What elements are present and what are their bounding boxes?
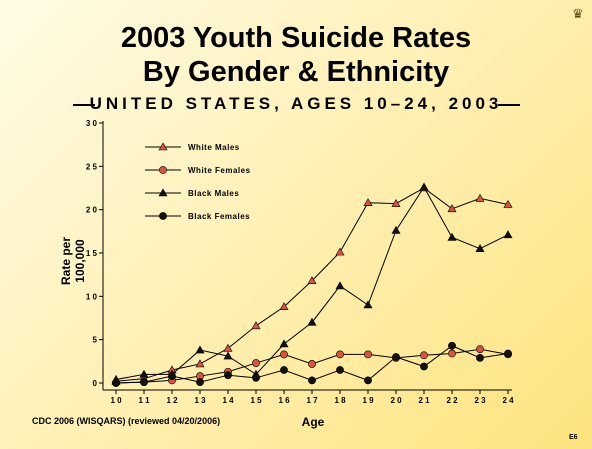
y-axis-label-line-2: 100,000 bbox=[73, 239, 87, 283]
crown-icon: ♛ bbox=[572, 6, 584, 21]
data-point bbox=[363, 300, 373, 309]
data-point bbox=[363, 198, 373, 207]
legend-label: Black Females bbox=[188, 212, 250, 221]
data-point bbox=[335, 281, 345, 290]
data-point bbox=[140, 378, 148, 387]
data-point bbox=[224, 371, 232, 380]
subtitle-rule-right bbox=[498, 104, 520, 106]
data-point bbox=[448, 341, 456, 350]
data-point bbox=[279, 302, 289, 311]
data-point bbox=[364, 376, 372, 385]
legend-marker bbox=[159, 212, 167, 220]
data-point bbox=[112, 379, 120, 387]
slide-subtitle: UNITED STATES, AGES 10–24, 2003 bbox=[89, 94, 503, 113]
data-point bbox=[336, 350, 344, 359]
data-point bbox=[279, 339, 289, 348]
legend-marker bbox=[158, 188, 168, 197]
x-tick-label: 2 3 bbox=[474, 396, 486, 405]
data-point bbox=[251, 321, 261, 330]
data-point bbox=[448, 349, 456, 358]
chart-axes: 0 5 1 0 1 5 2 0 2 5 3 0 1 0 1 1 1 2 1 3 1 4 1 5 1 6 1 … bbox=[86, 119, 514, 405]
legend-label: Black Males bbox=[188, 189, 239, 198]
data-point bbox=[476, 353, 484, 362]
data-point bbox=[392, 353, 400, 361]
x-tick-label: 1 0 bbox=[110, 396, 122, 405]
x-tick-label: 2 2 bbox=[446, 396, 458, 405]
slide-number: E6 bbox=[569, 434, 578, 441]
data-point bbox=[336, 366, 344, 374]
data-point bbox=[196, 378, 204, 387]
data-point bbox=[419, 182, 429, 191]
series-black-males bbox=[111, 182, 513, 383]
data-point bbox=[252, 359, 260, 367]
data-point bbox=[391, 198, 401, 207]
x-tick-label: 2 4 bbox=[502, 396, 514, 405]
data-point bbox=[420, 351, 428, 360]
x-tick-label: 1 5 bbox=[250, 396, 262, 405]
data-point bbox=[475, 193, 485, 202]
subtitle-rule-left bbox=[73, 104, 95, 106]
data-point bbox=[308, 360, 316, 368]
legend-item: Black Males bbox=[145, 188, 239, 198]
y-tick-label: 1 5 bbox=[86, 249, 98, 258]
series-black-females bbox=[112, 341, 512, 387]
data-point bbox=[280, 366, 288, 374]
x-tick-label: 1 9 bbox=[362, 396, 374, 405]
legend-item: White Females bbox=[145, 166, 251, 175]
y-tick-label: 2 5 bbox=[86, 162, 98, 171]
data-point bbox=[391, 225, 401, 234]
y-axis-label: Rate per 100,000 bbox=[59, 237, 87, 285]
data-point bbox=[223, 343, 233, 352]
slide-title-line-2: By Gender & Ethnicity bbox=[142, 56, 450, 88]
chart-series bbox=[111, 182, 513, 387]
source-citation: CDC 2006 (WISQARS) (reviewed 04/20/2006) bbox=[32, 416, 221, 426]
x-axis-label: Age bbox=[302, 415, 325, 429]
y-tick-label: 3 0 bbox=[86, 119, 98, 128]
x-tick-label: 1 6 bbox=[278, 396, 290, 405]
y-tick-label: 2 0 bbox=[86, 206, 98, 215]
data-point bbox=[307, 276, 317, 285]
x-tick-label: 2 1 bbox=[418, 396, 430, 405]
data-point bbox=[223, 351, 233, 360]
x-tick-label: 1 1 bbox=[138, 396, 150, 405]
data-point bbox=[195, 345, 205, 354]
legend-marker bbox=[158, 142, 168, 151]
data-point bbox=[475, 244, 485, 252]
data-point bbox=[447, 204, 457, 213]
y-tick-label: 0 bbox=[93, 379, 98, 388]
legend-item: White Males bbox=[145, 142, 240, 152]
legend-marker bbox=[159, 166, 167, 174]
chart-legend: White Males White Females Black Males Black… bbox=[145, 142, 251, 221]
legend-item: Black Females bbox=[145, 212, 250, 221]
data-point bbox=[168, 372, 176, 380]
slide-title-line-1: 2003 Youth Suicide Rates bbox=[120, 22, 472, 54]
data-point bbox=[364, 350, 372, 359]
legend-label: White Males bbox=[188, 143, 240, 152]
data-point bbox=[335, 247, 345, 256]
data-point bbox=[252, 373, 260, 382]
x-tick-label: 1 3 bbox=[194, 396, 206, 405]
data-point bbox=[307, 317, 317, 326]
y-tick-label: 5 bbox=[93, 336, 98, 345]
x-tick-label: 1 4 bbox=[222, 396, 234, 405]
data-point bbox=[308, 376, 316, 385]
data-point bbox=[504, 349, 512, 358]
y-tick-label: 1 0 bbox=[86, 292, 98, 301]
y-axis-label-line-1: Rate per bbox=[59, 237, 73, 285]
data-point bbox=[447, 232, 457, 241]
data-point bbox=[195, 359, 205, 368]
x-tick-label: 1 8 bbox=[334, 396, 346, 405]
x-tick-label: 2 0 bbox=[390, 396, 402, 405]
legend-label: White Females bbox=[188, 166, 251, 175]
data-point bbox=[139, 369, 149, 378]
data-point bbox=[420, 362, 428, 371]
data-point bbox=[503, 199, 513, 208]
data-point bbox=[280, 350, 288, 359]
x-tick-label: 1 7 bbox=[306, 396, 318, 405]
data-point bbox=[503, 230, 513, 239]
x-tick-label: 1 2 bbox=[166, 396, 178, 405]
data-point bbox=[476, 345, 484, 354]
